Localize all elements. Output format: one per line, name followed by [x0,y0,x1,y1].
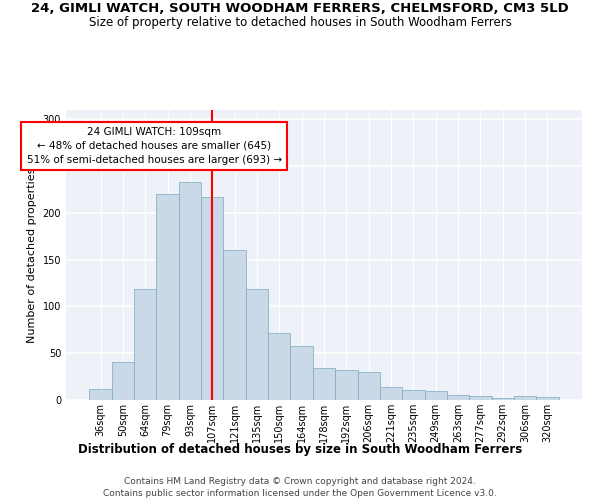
Bar [425,390,447,400]
Bar [223,250,246,400]
Text: Size of property relative to detached houses in South Woodham Ferrers: Size of property relative to detached ho… [89,16,511,29]
Bar [201,197,223,400]
Bar [380,387,402,400]
Bar [469,396,491,400]
Text: 24, GIMLI WATCH, SOUTH WOODHAM FERRERS, CHELMSFORD, CM3 5LD: 24, GIMLI WATCH, SOUTH WOODHAM FERRERS, … [31,2,569,16]
Text: 24 GIMLI WATCH: 109sqm
← 48% of detached houses are smaller (645)
51% of semi-de: 24 GIMLI WATCH: 109sqm ← 48% of detached… [26,127,282,165]
Bar [246,288,268,400]
Bar [268,332,290,400]
Bar [514,396,536,400]
Bar [89,389,112,400]
Y-axis label: Number of detached properties: Number of detached properties [27,168,37,342]
Text: Contains HM Land Registry data © Crown copyright and database right 2024.
Contai: Contains HM Land Registry data © Crown c… [103,476,497,498]
Bar [313,368,335,400]
Bar [134,288,157,400]
Bar [358,372,380,400]
Bar [290,346,313,400]
Bar [536,397,559,400]
Bar [491,398,514,400]
Bar [335,370,358,400]
Bar [112,362,134,400]
Text: Distribution of detached houses by size in South Woodham Ferrers: Distribution of detached houses by size … [78,442,522,456]
Bar [447,396,469,400]
Bar [402,390,425,400]
Bar [179,182,201,400]
Bar [157,194,179,400]
